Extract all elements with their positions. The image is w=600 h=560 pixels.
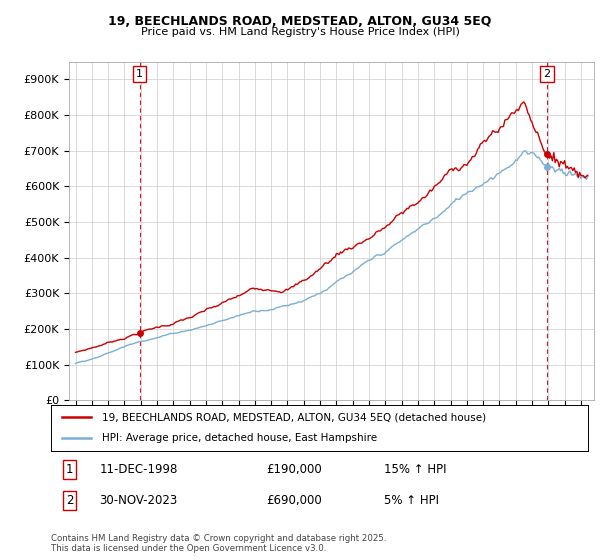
- Text: 1: 1: [66, 463, 74, 476]
- Text: 19, BEECHLANDS ROAD, MEDSTEAD, ALTON, GU34 5EQ: 19, BEECHLANDS ROAD, MEDSTEAD, ALTON, GU…: [109, 15, 491, 27]
- Text: Price paid vs. HM Land Registry's House Price Index (HPI): Price paid vs. HM Land Registry's House …: [140, 27, 460, 37]
- Text: Contains HM Land Registry data © Crown copyright and database right 2025.
This d: Contains HM Land Registry data © Crown c…: [51, 534, 386, 553]
- Text: 2: 2: [66, 494, 74, 507]
- Text: £690,000: £690,000: [266, 494, 322, 507]
- Text: 15% ↑ HPI: 15% ↑ HPI: [384, 463, 446, 476]
- Text: 5% ↑ HPI: 5% ↑ HPI: [384, 494, 439, 507]
- Text: £190,000: £190,000: [266, 463, 322, 476]
- Text: 1: 1: [136, 69, 143, 79]
- Text: HPI: Average price, detached house, East Hampshire: HPI: Average price, detached house, East…: [102, 433, 377, 444]
- Text: 30-NOV-2023: 30-NOV-2023: [100, 494, 178, 507]
- Text: 11-DEC-1998: 11-DEC-1998: [100, 463, 178, 476]
- Text: 2: 2: [544, 69, 551, 79]
- Text: 19, BEECHLANDS ROAD, MEDSTEAD, ALTON, GU34 5EQ (detached house): 19, BEECHLANDS ROAD, MEDSTEAD, ALTON, GU…: [102, 412, 486, 422]
